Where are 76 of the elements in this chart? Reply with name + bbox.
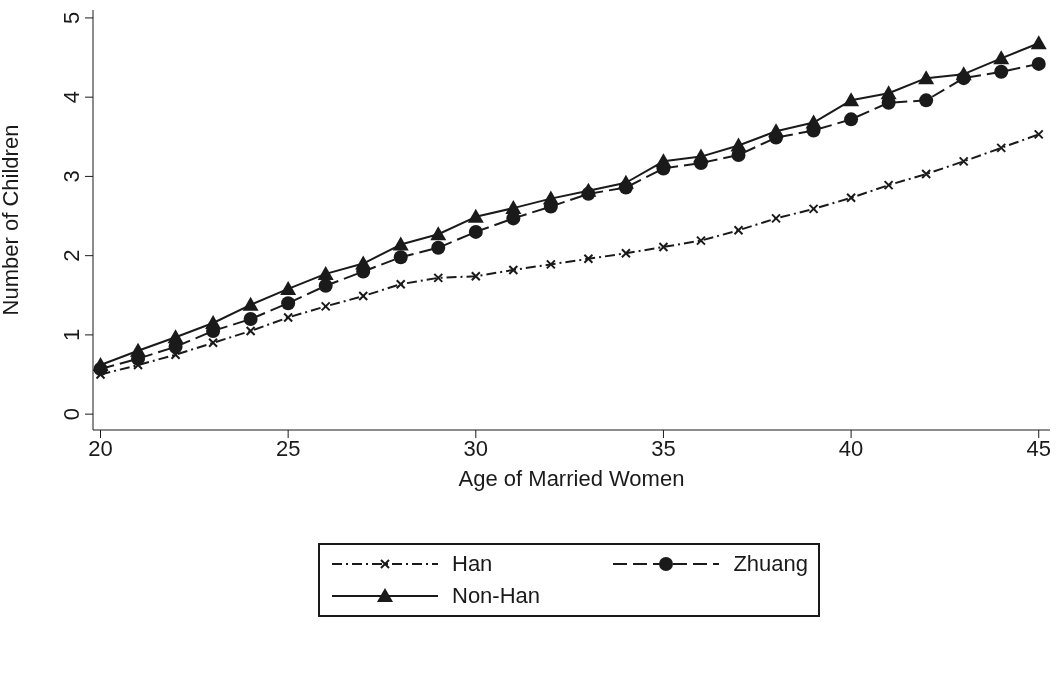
point: [392, 236, 409, 251]
x-tick-label: 35: [651, 435, 676, 461]
y-tick-label: 5: [59, 11, 84, 25]
point: [545, 259, 556, 270]
point: [580, 182, 597, 197]
x-tick-label: 20: [88, 435, 113, 461]
y-tick-label: 4: [59, 91, 84, 104]
point: [730, 137, 747, 152]
point: [395, 279, 406, 290]
point: [542, 190, 559, 205]
point: [281, 296, 296, 311]
point: [993, 50, 1010, 65]
point: [431, 240, 446, 255]
point: [355, 255, 372, 270]
point: [130, 342, 147, 357]
point: [208, 337, 219, 348]
point: [1033, 129, 1044, 140]
point: [508, 264, 519, 275]
x-tick-label: 40: [838, 435, 864, 461]
point: [393, 250, 408, 265]
point: [883, 180, 894, 191]
point: [808, 203, 819, 214]
point: [692, 148, 709, 163]
point: [955, 66, 972, 81]
point: [430, 226, 447, 241]
point: [1030, 35, 1047, 50]
y-axis-title: Number of Children: [0, 124, 23, 316]
point: [958, 156, 969, 167]
point: [433, 272, 444, 283]
point: [283, 312, 294, 323]
legend-label: Han: [452, 551, 493, 577]
point: [318, 278, 333, 293]
point: [844, 112, 859, 127]
point: [1031, 56, 1046, 71]
x-tick-label: 45: [1026, 435, 1051, 461]
point: [843, 92, 860, 107]
point: [620, 248, 631, 259]
point: [280, 280, 297, 295]
x-tick-label: 30: [463, 435, 489, 461]
point: [658, 241, 669, 252]
point: [505, 200, 522, 215]
point: [93, 357, 109, 372]
y-tick-label: 3: [59, 170, 84, 183]
y-tick-label: 0: [59, 408, 84, 421]
point: [921, 169, 932, 180]
point: [768, 123, 785, 138]
point: [243, 312, 258, 327]
point: [320, 301, 331, 312]
point: [695, 235, 706, 246]
point: [167, 329, 184, 344]
point: [655, 153, 672, 168]
point: [468, 224, 483, 239]
point: [733, 225, 744, 236]
point: [205, 315, 222, 330]
point: [771, 213, 782, 224]
point: [994, 64, 1009, 79]
x-tick-label: 25: [275, 435, 301, 461]
x-axis-title: Age of Married Women: [458, 466, 685, 491]
point: [805, 114, 822, 129]
point: [583, 253, 594, 264]
point: [470, 271, 481, 282]
point: [996, 142, 1007, 153]
point: [617, 174, 634, 189]
point: [880, 85, 897, 100]
point: [919, 93, 934, 108]
point: [846, 192, 857, 203]
y-tick-label: 1: [59, 328, 84, 342]
point: [918, 70, 935, 85]
legend-label: Zhuang: [733, 551, 808, 577]
y-tick-label: 2: [59, 249, 84, 262]
point: [467, 208, 484, 223]
point: [242, 296, 259, 311]
point: [358, 291, 369, 302]
point: [245, 325, 256, 336]
legend-label: Non-Han: [452, 583, 541, 609]
point: [317, 265, 334, 280]
